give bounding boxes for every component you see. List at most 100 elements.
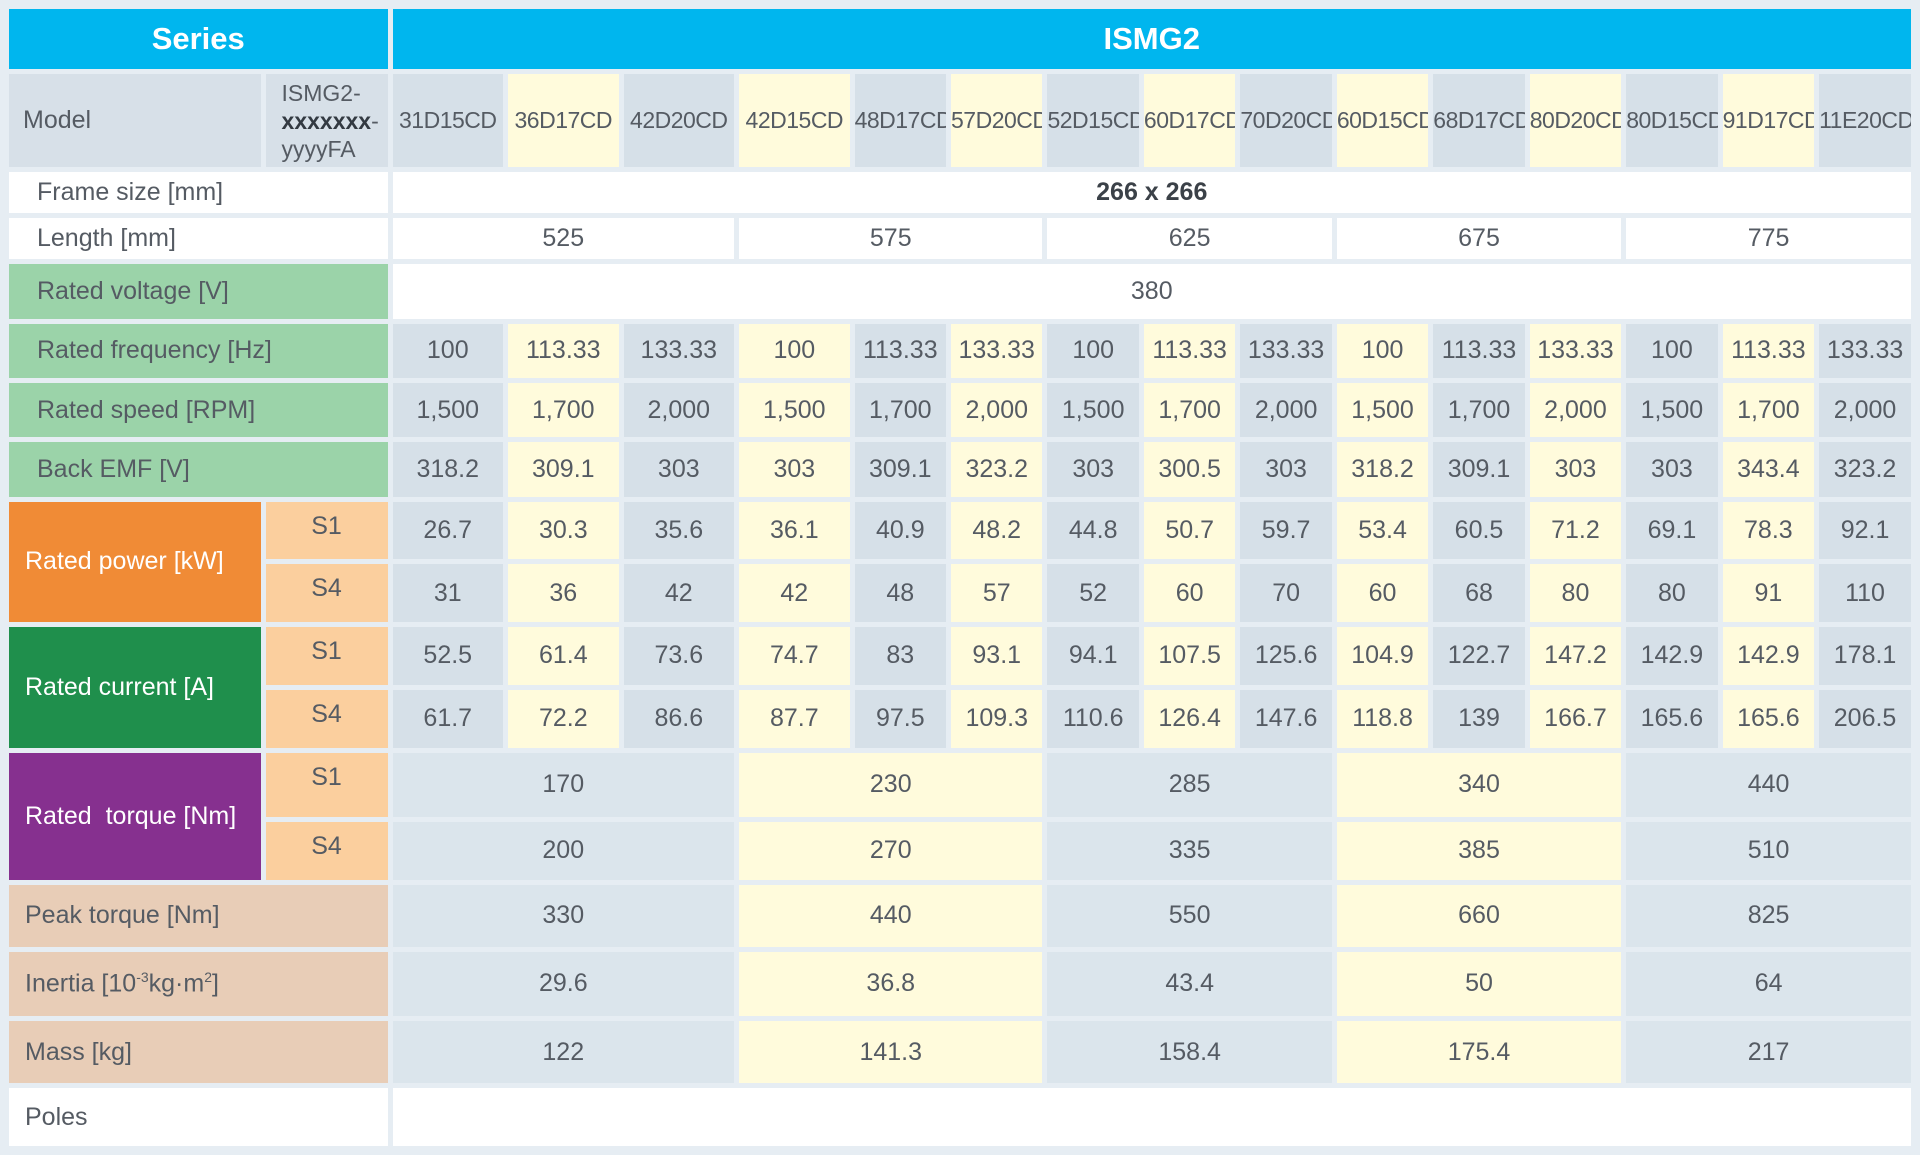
poles-label: Poles: [9, 1088, 388, 1146]
spec-table: Series ISMG2 Model ISMG2-xxxxxxx-yyyyFA …: [4, 4, 1916, 1151]
rated-speed-cell: 2,000: [1529, 382, 1622, 438]
rated-current-cell: 178.1: [1819, 627, 1911, 685]
length-label: Length [mm]: [9, 218, 388, 260]
rated-current-cell: 206.5: [1819, 689, 1911, 748]
rated-power-cell: 59.7: [1240, 501, 1332, 560]
rated-current-cell: 73.6: [623, 627, 735, 685]
length-value: 525: [392, 218, 735, 260]
rated-current-cell: 52.5: [392, 627, 504, 685]
rated-torque-cell: 200: [392, 821, 735, 880]
rated-current-cell: 122.7: [1433, 627, 1525, 685]
series-label: Series: [9, 9, 388, 69]
mass-row: Mass [kg] 122 141.3 158.4 175.4 217: [9, 1021, 1911, 1084]
rated-torque-cell: 510: [1626, 821, 1911, 880]
rated-current-cell: 93.1: [951, 627, 1043, 685]
rated-power-cell: 60.5: [1433, 501, 1525, 560]
rated-current-s4-row: S4 61.7 72.2 86.6 87.7 97.5 109.3 110.6 …: [9, 689, 1911, 748]
model-code: ISMG2-xxxxxxx-yyyyFA: [265, 73, 388, 168]
inertia-label-suffix: ]: [212, 969, 219, 998]
rated-speed-cell: 2,000: [1819, 382, 1911, 438]
rated-torque-s4-label: S4: [265, 821, 388, 880]
series-row: Series ISMG2: [9, 9, 1911, 69]
rated-speed-cell: 1,500: [739, 382, 850, 438]
model-column: 42D15CD: [739, 73, 850, 168]
rated-current-cell: 165.6: [1722, 689, 1815, 748]
model-column: 31D15CD: [392, 73, 504, 168]
peak-torque-cell: 825: [1626, 884, 1911, 947]
rated-torque-cell: 385: [1336, 821, 1622, 880]
rated-power-s1-label: S1: [265, 501, 388, 560]
mass-cell: 175.4: [1336, 1021, 1622, 1084]
rated-power-cell: 42: [623, 564, 735, 623]
rated-current-cell: 83: [854, 627, 947, 685]
rated-frequency-row: Rated frequency [Hz] 100 113.33 133.33 1…: [9, 323, 1911, 378]
back-emf-cell: 318.2: [1336, 442, 1429, 497]
rated-power-cell: 53.4: [1336, 501, 1429, 560]
back-emf-cell: 318.2: [392, 442, 504, 497]
model-column: 52D15CD: [1047, 73, 1139, 168]
rated-power-cell: 36.1: [739, 501, 850, 560]
rated-frequency-cell: 133.33: [1240, 323, 1332, 378]
model-column: 60D15CD: [1336, 73, 1429, 168]
inertia-cell: 50: [1336, 951, 1622, 1017]
length-value: 625: [1047, 218, 1332, 260]
inertia-cell: 43.4: [1047, 951, 1332, 1017]
rated-frequency-cell: 100: [1336, 323, 1429, 378]
series-value: ISMG2: [392, 9, 1911, 69]
rated-frequency-cell: 113.33: [1143, 323, 1236, 378]
length-value: 675: [1336, 218, 1622, 260]
model-column: 11E20CD: [1819, 73, 1911, 168]
rated-frequency-cell: 133.33: [623, 323, 735, 378]
rated-torque-cell: 230: [739, 752, 1043, 817]
rated-current-cell: 86.6: [623, 689, 735, 748]
rated-frequency-cell: 100: [392, 323, 504, 378]
rated-power-cell: 80: [1529, 564, 1622, 623]
length-value: 775: [1626, 218, 1911, 260]
rated-torque-s1-row: Rated torque [Nm] S1 170 230 285 340 440: [9, 752, 1911, 880]
back-emf-cell: 303: [623, 442, 735, 497]
model-column: 70D20CD: [1240, 73, 1332, 168]
rated-speed-cell: 1,700: [1143, 382, 1236, 438]
back-emf-cell: 309.1: [854, 442, 947, 497]
rated-power-cell: 50.7: [1143, 501, 1236, 560]
rated-current-cell: 110.6: [1047, 689, 1139, 748]
rated-power-cell: 52: [1047, 564, 1139, 623]
rated-speed-cell: 2,000: [623, 382, 735, 438]
model-code-bold: xxxxxxx: [281, 107, 372, 134]
length-value: 575: [739, 218, 1043, 260]
rated-current-cell: 94.1: [1047, 627, 1139, 685]
model-column: 42D20CD: [623, 73, 735, 168]
rated-current-cell: 166.7: [1529, 689, 1622, 748]
rated-frequency-cell: 100: [1047, 323, 1139, 378]
back-emf-cell: 303: [1626, 442, 1718, 497]
inertia-label-prefix: Inertia [10: [25, 969, 137, 998]
frame-size-row: Frame size [mm] 266 x 266: [9, 172, 1911, 214]
back-emf-cell: 300.5: [1143, 442, 1236, 497]
rated-power-cell: 40.9: [854, 501, 947, 560]
rated-current-cell: 104.9: [1336, 627, 1429, 685]
poles-value: [392, 1088, 1911, 1146]
inertia-label-exp2: 2: [204, 969, 212, 986]
rated-current-s1-row: Rated current [A] S1 52.5 61.4 73.6 74.7…: [9, 627, 1911, 748]
rated-current-cell: 147.6: [1240, 689, 1332, 748]
rated-power-cell: 70: [1240, 564, 1332, 623]
rated-frequency-cell: 113.33: [1722, 323, 1815, 378]
rated-current-cell: 139: [1433, 689, 1525, 748]
rated-power-cell: 60: [1336, 564, 1429, 623]
rated-power-s4-row: S4 31 36 42 42 48 57 52 60 70 60 68 80 8…: [9, 564, 1911, 623]
rated-voltage-row: Rated voltage [V] 380: [9, 264, 1911, 319]
mass-label: Mass [kg]: [9, 1021, 388, 1084]
model-column: 57D20CD: [951, 73, 1043, 168]
mass-cell: 158.4: [1047, 1021, 1332, 1084]
back-emf-cell: 309.1: [508, 442, 619, 497]
back-emf-cell: 303: [1240, 442, 1332, 497]
mass-cell: 217: [1626, 1021, 1911, 1084]
rated-torque-cell: 340: [1336, 752, 1622, 817]
mass-cell: 122: [392, 1021, 735, 1084]
back-emf-cell: 303: [1529, 442, 1622, 497]
rated-speed-cell: 1,500: [392, 382, 504, 438]
model-column: 91D17CD: [1722, 73, 1815, 168]
inertia-label-mid: kg·m: [148, 969, 205, 998]
rated-current-cell: 118.8: [1336, 689, 1429, 748]
rated-power-cell: 71.2: [1529, 501, 1622, 560]
